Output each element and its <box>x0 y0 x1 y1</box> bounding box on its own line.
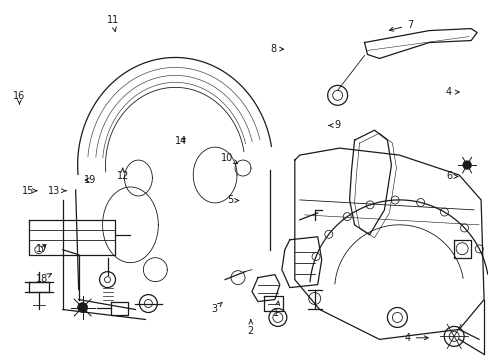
Text: 4: 4 <box>445 87 458 97</box>
Text: 19: 19 <box>84 175 96 185</box>
Text: 8: 8 <box>270 44 283 54</box>
Text: 18: 18 <box>36 274 51 284</box>
Text: 9: 9 <box>328 121 340 130</box>
Text: 3: 3 <box>211 302 222 314</box>
Text: 17: 17 <box>36 244 48 254</box>
Text: 5: 5 <box>226 195 238 206</box>
Text: 11: 11 <box>107 15 119 31</box>
Text: 10: 10 <box>221 153 237 163</box>
Circle shape <box>78 302 87 312</box>
Text: 15: 15 <box>21 186 37 196</box>
Text: 6: 6 <box>445 171 457 181</box>
Text: 7: 7 <box>389 20 412 31</box>
Text: 16: 16 <box>13 91 25 104</box>
Circle shape <box>462 161 470 169</box>
Text: 4: 4 <box>404 333 427 343</box>
Text: 12: 12 <box>116 168 129 181</box>
Text: 1: 1 <box>272 301 279 318</box>
Text: 13: 13 <box>48 186 66 196</box>
Text: 2: 2 <box>247 320 253 336</box>
Text: 14: 14 <box>175 136 187 146</box>
